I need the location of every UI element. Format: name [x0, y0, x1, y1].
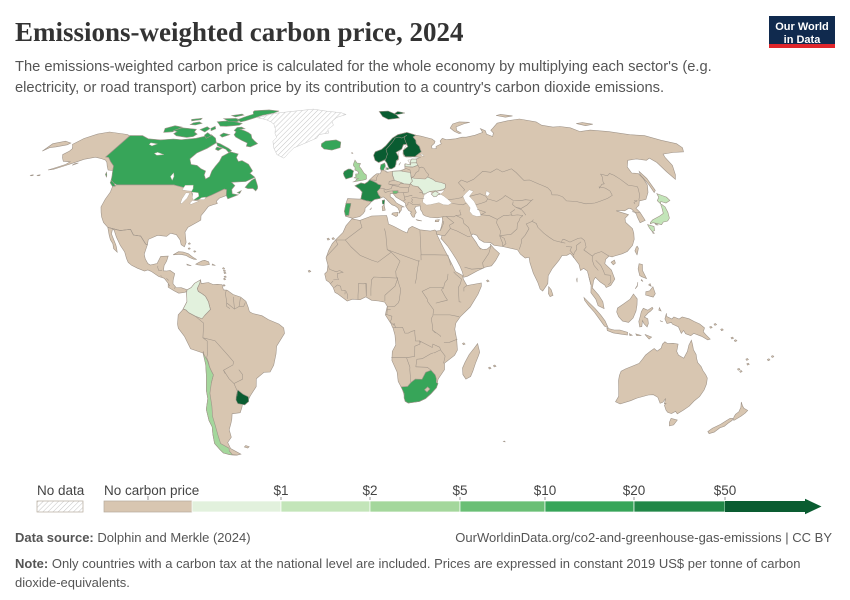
svg-text:$2: $2 [362, 483, 377, 498]
svg-text:$5: $5 [452, 483, 467, 498]
svg-text:$20: $20 [623, 483, 646, 498]
svg-text:$1: $1 [273, 483, 288, 498]
svg-text:No data: No data [37, 483, 85, 498]
svg-text:$50: $50 [714, 483, 737, 498]
svg-text:$10: $10 [534, 483, 557, 498]
svg-text:No carbon price: No carbon price [104, 483, 199, 498]
